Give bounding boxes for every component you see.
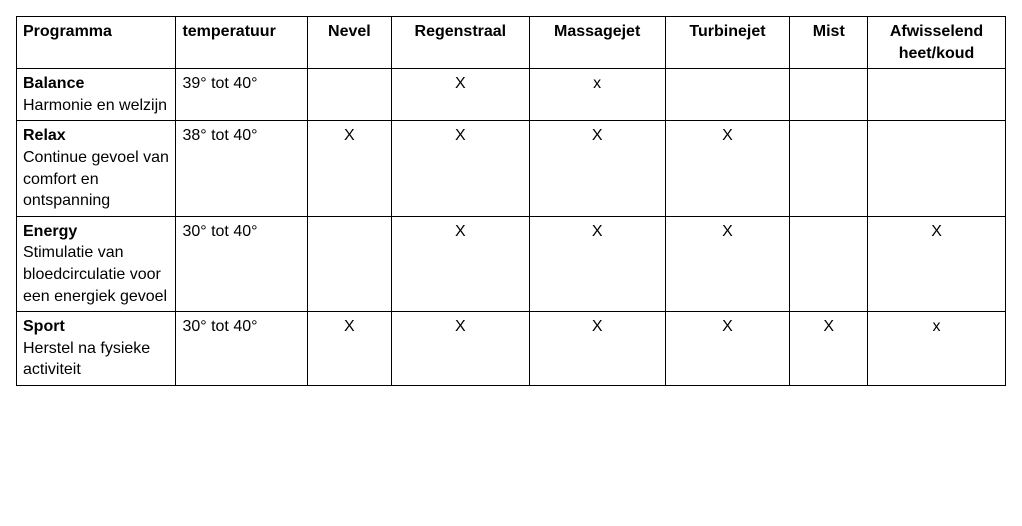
cell-mark: x <box>529 69 665 121</box>
cell-mark: X <box>529 216 665 311</box>
table-header-row: Programma temperatuur Nevel Regenstraal … <box>17 17 1006 69</box>
program-name: Balance <box>23 75 84 92</box>
cell-mark: X <box>391 69 529 121</box>
cell-mark <box>868 121 1006 216</box>
col-header-afwisselend: Afwisselend heet/koud <box>868 17 1006 69</box>
table-row: Relax Continue gevoel van comfort en onts… <box>17 121 1006 216</box>
cell-mark: X <box>790 312 868 386</box>
cell-mark: X <box>665 312 790 386</box>
col-header-temperatuur: temperatuur <box>176 17 307 69</box>
cell-mark: X <box>307 121 391 216</box>
cell-mark <box>790 121 868 216</box>
program-name: Energy <box>23 223 77 240</box>
cell-mark <box>790 69 868 121</box>
cell-temperature: 39° tot 40° <box>176 69 307 121</box>
col-header-mist: Mist <box>790 17 868 69</box>
program-desc: Herstel na fysieke activiteit <box>23 340 150 379</box>
cell-mark: X <box>868 216 1006 311</box>
table-row: Energy Stimulatie van bloedcirculatie voo… <box>17 216 1006 311</box>
cell-temperature: 30° tot 40° <box>176 216 307 311</box>
cell-temperature: 30° tot 40° <box>176 312 307 386</box>
cell-mark <box>307 69 391 121</box>
program-desc: Harmonie en welzijn <box>23 97 167 114</box>
table-body: BalanceHarmonie en welzijn39° tot 40°XxR… <box>17 69 1006 386</box>
col-header-regenstraal: Regenstraal <box>391 17 529 69</box>
col-header-massagejet: Massagejet <box>529 17 665 69</box>
cell-temperature: 38° tot 40° <box>176 121 307 216</box>
cell-mark: X <box>529 121 665 216</box>
cell-mark: X <box>391 121 529 216</box>
program-desc: Stimulatie van bloedcirculatie voor een … <box>23 244 167 304</box>
cell-program: Energy Stimulatie van bloedcirculatie voo… <box>17 216 176 311</box>
col-header-programma: Programma <box>17 17 176 69</box>
cell-mark <box>307 216 391 311</box>
cell-program: Balance Harmonie en welzijn <box>17 69 176 121</box>
cell-mark <box>790 216 868 311</box>
program-name: Sport <box>23 318 65 335</box>
table-row: Sport Herstel na fysieke activiteit 30° to… <box>17 312 1006 386</box>
program-desc: Continue gevoel van comfort en ontspanni… <box>23 149 169 209</box>
col-header-nevel: Nevel <box>307 17 391 69</box>
cell-mark: X <box>307 312 391 386</box>
cell-mark <box>868 69 1006 121</box>
cell-program: Relax Continue gevoel van comfort en onts… <box>17 121 176 216</box>
cell-mark: X <box>529 312 665 386</box>
table-row: Balance Harmonie en welzijn 39° tot 40° Xx <box>17 69 1006 121</box>
cell-mark: X <box>665 121 790 216</box>
cell-mark: x <box>868 312 1006 386</box>
cell-mark: X <box>391 312 529 386</box>
cell-mark: X <box>391 216 529 311</box>
programs-table: Programma temperatuur Nevel Regenstraal … <box>16 16 1006 386</box>
program-name: Relax <box>23 127 66 144</box>
col-header-turbinejet: Turbinejet <box>665 17 790 69</box>
cell-program: Sport Herstel na fysieke activiteit <box>17 312 176 386</box>
cell-mark <box>665 69 790 121</box>
cell-mark: X <box>665 216 790 311</box>
